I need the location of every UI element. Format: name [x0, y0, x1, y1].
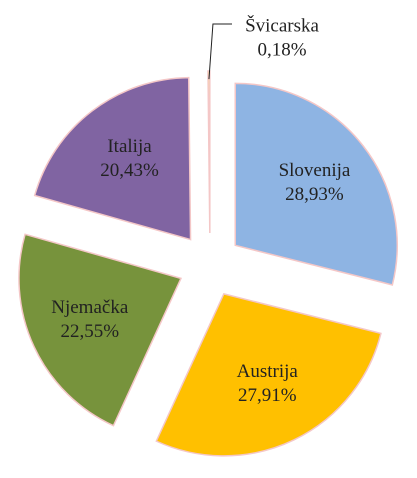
slice-label: Njemačka [51, 297, 129, 318]
slice-value-label: 27,91% [238, 385, 297, 406]
leader-line [208, 23, 232, 80]
pie-slice [18, 233, 182, 427]
pie-slice [207, 70, 211, 234]
slice-value-label: 28,93% [285, 184, 344, 205]
slice-label: Švicarska [245, 14, 319, 36]
slice-value-label: 20,43% [100, 160, 159, 181]
slice-label: Slovenija [279, 160, 351, 181]
pie-slice [234, 82, 398, 286]
pie-slice [33, 76, 192, 241]
pie-slice [155, 292, 382, 457]
slice-value-label: 0,18% [257, 39, 306, 60]
slice-label: Austrija [237, 361, 299, 382]
slice-label: Italija [107, 136, 152, 157]
slice-value-label: 22,55% [60, 321, 119, 342]
